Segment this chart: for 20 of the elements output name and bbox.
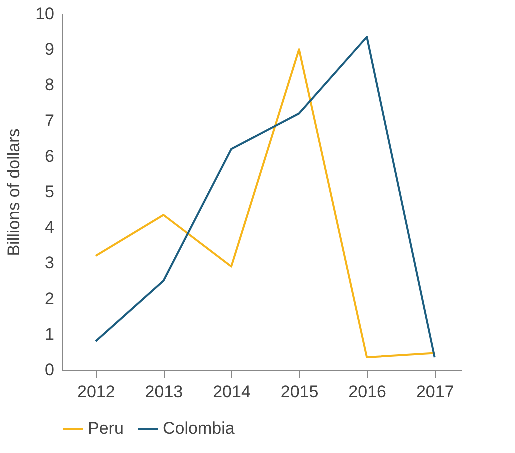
x-tick-label: 2015 xyxy=(280,382,319,402)
y-tick-label: 7 xyxy=(45,111,54,130)
y-tick-label: 6 xyxy=(45,146,54,166)
y-tick-label: 0 xyxy=(45,360,54,380)
x-tick-label: 2013 xyxy=(145,382,184,402)
y-axis-title: Billions of dollars xyxy=(4,128,24,256)
x-tick-label: 2016 xyxy=(348,382,386,402)
y-tick-label: 8 xyxy=(45,76,54,95)
y-tick-label: 2 xyxy=(45,289,54,308)
y-tick-label: 5 xyxy=(45,182,54,202)
x-tick-label: 2017 xyxy=(416,382,454,402)
x-tick-label: 2012 xyxy=(77,382,116,402)
y-tick-label: 9 xyxy=(45,40,54,60)
x-tick-label: 2014 xyxy=(213,382,251,402)
y-tick-label: 3 xyxy=(45,254,54,273)
legend-label: Colombia xyxy=(163,419,236,438)
y-tick-label: 4 xyxy=(45,218,54,238)
y-tick-label: 1 xyxy=(45,324,54,344)
y-tick-label: 10 xyxy=(36,4,54,24)
legend-label: Peru xyxy=(88,419,124,438)
